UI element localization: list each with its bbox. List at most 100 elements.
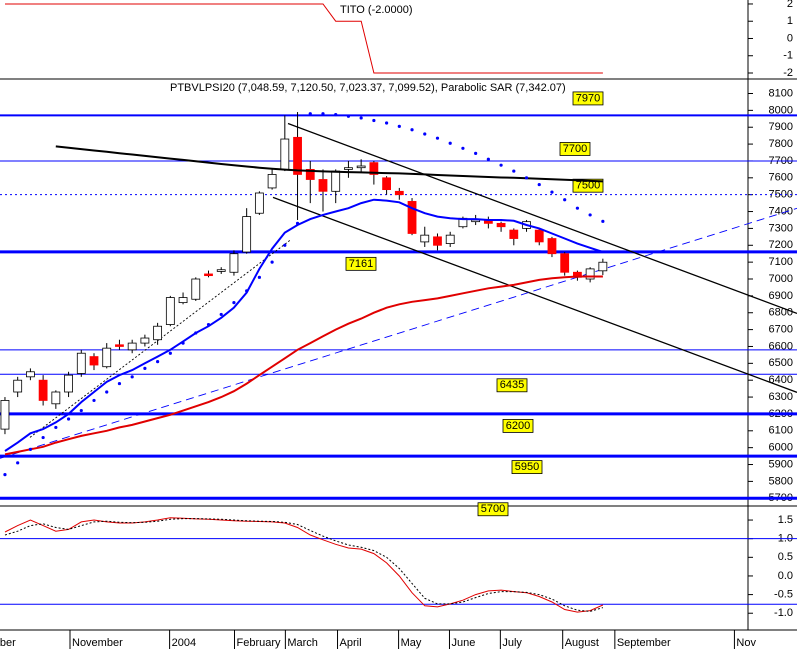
y-tick-label: 8100	[769, 87, 793, 99]
sar-dot	[524, 176, 529, 180]
y-tick-label: 7000	[769, 273, 793, 285]
sar-dot	[143, 366, 147, 370]
sar-dot	[206, 322, 211, 327]
sar-dot	[537, 182, 541, 187]
candle-body	[560, 253, 570, 273]
label-box	[345, 256, 377, 271]
candle-body	[0, 400, 10, 430]
y-tick-label: 2	[787, 0, 793, 10]
y-tick-label: 6800	[769, 307, 793, 319]
y-tick-label: -0.5	[774, 588, 793, 600]
candle-body	[394, 190, 404, 196]
candle-body	[254, 192, 264, 214]
trend-line	[0, 207, 797, 459]
y-tick-label: 6500	[769, 357, 793, 369]
y-tick-label: 7100	[769, 256, 793, 268]
sar-dot	[384, 121, 389, 125]
candle-body	[598, 261, 608, 272]
level-label: 7161	[345, 256, 377, 271]
y-tick-label: -2	[783, 67, 793, 79]
series-line	[5, 3, 603, 74]
x-tick-label: ber	[0, 637, 16, 649]
level-label-text: 7700	[563, 143, 587, 155]
candle-body	[38, 379, 48, 401]
label-box	[496, 378, 528, 393]
candle-body	[509, 229, 519, 239]
chart-title: PTBVLPSI20 (7,048.59, 7,120.50, 7,023.37…	[170, 82, 566, 94]
x-tick-label: July	[502, 637, 522, 649]
candle-body	[280, 138, 290, 170]
y-tick-label: 0	[787, 32, 793, 44]
candle-body	[204, 273, 213, 277]
y-tick-label: 6700	[769, 324, 793, 336]
sar-dot	[461, 146, 465, 150]
candle-body	[305, 168, 315, 180]
candle-body	[242, 216, 252, 253]
sar-dot	[435, 136, 440, 140]
sar-dot	[130, 375, 134, 379]
sar-dot	[588, 213, 592, 217]
y-tick-label: 6400	[769, 374, 793, 386]
y-tick-label: 0.5	[778, 551, 793, 563]
trend-line	[287, 122, 797, 315]
label-box	[502, 419, 534, 433]
series-line	[55, 145, 603, 183]
y-tick-label: 5800	[769, 475, 793, 487]
level-label: 6200	[502, 419, 534, 433]
sar-dot	[283, 243, 287, 247]
candle-body	[229, 253, 239, 273]
candle-body	[102, 347, 112, 368]
y-tick-label: 7600	[769, 172, 793, 184]
y-tick-label: 5900	[769, 458, 793, 470]
sar-dot	[321, 112, 325, 116]
candle-body	[140, 337, 150, 344]
y-tick-label: 1.5	[778, 514, 793, 526]
level-label: 6435	[496, 378, 528, 393]
sar-dot	[41, 435, 45, 440]
x-tick-label: September	[617, 637, 671, 649]
x-tick-label: 2004	[172, 637, 196, 649]
level-label: 5950	[511, 460, 543, 474]
trend-line	[272, 196, 797, 393]
x-tick-label: June	[451, 637, 475, 649]
label-box	[572, 178, 604, 193]
candle-body	[89, 356, 99, 366]
y-tick-label: 7900	[769, 121, 793, 133]
sar-dot	[16, 461, 20, 465]
sar-dot	[168, 351, 172, 355]
sar-dot	[486, 157, 490, 161]
candle-body	[547, 238, 557, 255]
level-label-text: 5950	[515, 461, 539, 473]
candle-body	[433, 236, 442, 246]
candle-body	[382, 177, 391, 191]
level-label: 5700	[477, 502, 509, 517]
candle-body	[26, 371, 35, 378]
level-label-text: 6435	[500, 379, 524, 391]
sar-dot	[334, 112, 338, 117]
y-tick-label: 0.0	[778, 570, 793, 582]
label-box	[511, 460, 543, 474]
candle-body	[344, 167, 353, 170]
sar-dot	[499, 163, 503, 167]
sar-dot	[79, 408, 83, 413]
level-label-text: 7970	[576, 92, 600, 104]
sar-dot	[92, 398, 96, 403]
sar-dot	[232, 301, 236, 305]
candle-body	[178, 297, 188, 304]
sar-dot	[397, 124, 401, 128]
sar-dot	[601, 219, 605, 223]
y-tick-label: 6300	[769, 391, 793, 403]
level-label: 7500	[572, 178, 604, 193]
x-tick-label: August	[565, 637, 599, 649]
candle-body	[153, 325, 163, 341]
level-label: 7700	[559, 142, 591, 156]
series-line	[4, 518, 604, 612]
y-tick-label: 6000	[769, 442, 793, 454]
level-label-text: 6200	[506, 420, 530, 432]
y-tick-label: 6600	[769, 340, 793, 352]
sar-dot	[194, 331, 198, 335]
label-box	[477, 502, 509, 517]
y-tick-label: 1	[787, 15, 793, 27]
level-label-text: 5700	[481, 503, 505, 515]
label-box	[559, 142, 591, 156]
